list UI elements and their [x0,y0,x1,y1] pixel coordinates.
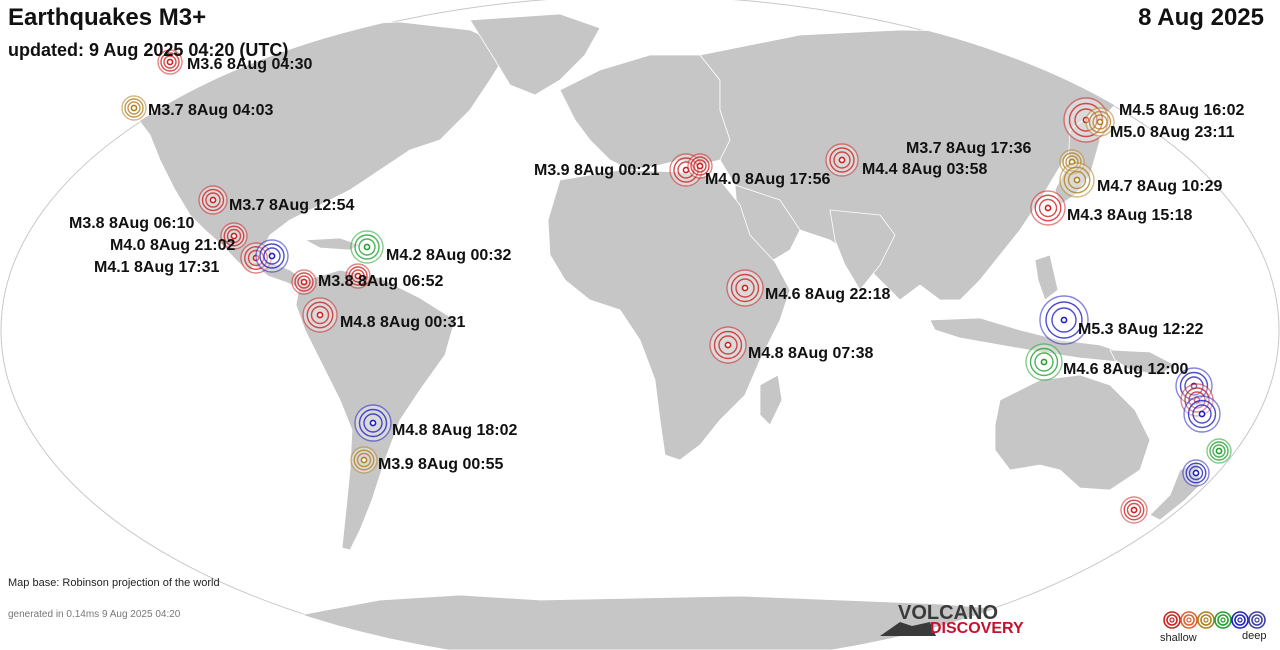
quake-label: M4.2 8Aug 00:32 [386,247,512,264]
quake-marker[interactable] [345,263,371,289]
landmass-philippines [1034,254,1059,301]
generated-note: generated in 0.14ms 9 Aug 2025 04:20 [8,609,181,620]
quake-marker[interactable] [1030,190,1066,226]
quake-marker[interactable] [121,95,147,121]
legend-shallow-label: shallow [1160,632,1197,644]
quake-label: M5.0 8Aug 23:11 [1110,124,1235,141]
quake-marker[interactable] [825,143,859,177]
landmass-india [829,209,896,291]
legend-deep-label: deep [1242,630,1267,642]
quake-label: M3.7 8Aug 12:54 [229,197,355,214]
quake-label: M4.0 8Aug 17:56 [705,171,831,188]
quake-marker[interactable] [1025,343,1063,381]
quake-marker[interactable] [1059,162,1095,198]
quake-label: M4.6 8Aug 22:18 [765,286,891,303]
quake-marker[interactable] [354,404,392,442]
quake-label: M3.6 8Aug 04:30 [187,56,313,73]
quake-label: M3.8 8Aug 06:10 [69,215,195,232]
quake-label: M4.5 8Aug 16:02 [1119,102,1245,119]
quake-label: M4.4 8Aug 03:58 [862,161,988,178]
quake-label: M4.3 8Aug 15:18 [1067,207,1193,224]
quake-marker[interactable] [1120,496,1148,524]
quake-label: M4.8 8Aug 00:31 [340,314,466,331]
quake-label: M5.3 8Aug 12:22 [1078,321,1204,338]
quake-marker[interactable] [1182,459,1210,487]
landmass-madagascar [759,374,783,426]
quake-marker[interactable] [350,230,384,264]
landmass-australia [994,374,1151,491]
map-base-note: Map base: Robinson projection of the wor… [8,577,220,589]
quake-marker[interactable] [291,269,317,295]
quake-marker[interactable] [709,326,747,364]
quake-label: M3.7 8Aug 17:36 [906,140,1032,157]
quake-label: M3.9 8Aug 00:55 [378,456,504,473]
logo-text-volcano: VOLCANO [898,602,998,624]
landmass-europe [559,54,731,171]
quake-marker[interactable] [302,297,338,333]
quake-marker[interactable] [687,153,713,179]
depth-legend-rings [1163,611,1266,629]
landmass-north-america [104,21,511,273]
quake-label: M4.1 8Aug 17:31 [94,259,220,276]
quake-label: M3.9 8Aug 00:21 [534,162,660,179]
quake-marker[interactable] [220,222,248,250]
quake-label: M3.7 8Aug 04:03 [148,102,274,119]
quake-marker[interactable] [198,185,228,215]
page-title: Earthquakes M3+ [8,4,207,31]
volcano-logo-mountain [880,622,936,636]
quake-label: M4.8 8Aug 18:02 [392,422,518,439]
volcano-discovery-logo[interactable]: VOLCANO DISCOVERY [880,602,1040,640]
quake-marker[interactable] [1180,383,1214,417]
landmass-greenland [469,13,601,96]
quake-marker[interactable] [157,49,183,75]
quake-marker[interactable] [1183,395,1221,433]
quake-label: M4.0 8Aug 21:02 [110,237,236,254]
map-date: 8 Aug 2025 [1138,4,1264,31]
quake-marker[interactable] [1085,107,1115,137]
quake-marker[interactable] [350,446,378,474]
quake-label: M3.8 8Aug 06:52 [318,273,444,290]
landmass-africa [547,169,791,461]
quake-label: M4.7 8Aug 10:29 [1097,178,1223,195]
quake-marker[interactable] [669,153,703,187]
logo-text-discovery: DISCOVERY [930,620,1024,637]
quake-marker[interactable] [1039,295,1089,345]
quake-marker[interactable] [726,269,764,307]
depth-legend: shallow deep [1160,608,1270,648]
quake-label: M4.6 8Aug 12:00 [1063,361,1189,378]
updated-timestamp: updated: 9 Aug 2025 04:20 (UTC) [8,40,289,60]
landmass-new-guinea [1109,349,1176,376]
quake-marker[interactable] [255,239,289,273]
quake-label: M4.8 8Aug 07:38 [748,345,874,362]
quake-marker[interactable] [1206,438,1232,464]
